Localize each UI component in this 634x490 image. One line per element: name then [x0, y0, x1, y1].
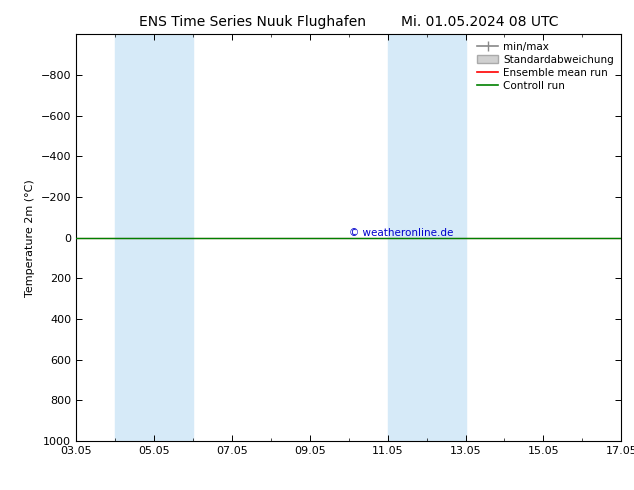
Title: ENS Time Series Nuuk Flughafen        Mi. 01.05.2024 08 UTC: ENS Time Series Nuuk Flughafen Mi. 01.05…	[139, 15, 559, 29]
Bar	[387, 34, 465, 441]
Legend: min/max, Standardabweichung, Ensemble mean run, Controll run: min/max, Standardabweichung, Ensemble me…	[473, 37, 618, 95]
Y-axis label: Temperature 2m (°C): Temperature 2m (°C)	[25, 179, 35, 296]
Text: © weatheronline.de: © weatheronline.de	[349, 228, 453, 238]
Bar	[115, 34, 193, 441]
